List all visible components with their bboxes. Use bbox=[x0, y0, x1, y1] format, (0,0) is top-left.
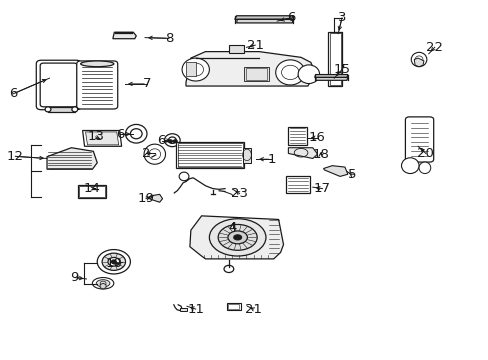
Text: 18: 18 bbox=[311, 148, 328, 161]
Bar bbox=[244, 67, 268, 81]
Bar bbox=[228, 305, 239, 309]
Polygon shape bbox=[189, 216, 283, 259]
Bar bbox=[177, 143, 243, 167]
Ellipse shape bbox=[227, 231, 247, 244]
Bar bbox=[328, 32, 341, 86]
Ellipse shape bbox=[168, 140, 172, 143]
Polygon shape bbox=[85, 132, 119, 145]
Ellipse shape bbox=[102, 253, 125, 270]
Ellipse shape bbox=[173, 140, 177, 143]
Ellipse shape bbox=[111, 260, 116, 264]
Polygon shape bbox=[315, 77, 347, 80]
Text: 14: 14 bbox=[84, 182, 101, 195]
Ellipse shape bbox=[298, 65, 319, 84]
Polygon shape bbox=[148, 194, 162, 202]
Text: 2: 2 bbox=[142, 147, 150, 160]
Ellipse shape bbox=[92, 278, 114, 289]
Text: 6: 6 bbox=[286, 12, 294, 24]
Text: 23: 23 bbox=[231, 187, 247, 200]
Polygon shape bbox=[100, 283, 106, 289]
Ellipse shape bbox=[182, 58, 209, 81]
Text: 12: 12 bbox=[7, 150, 24, 163]
Bar bbox=[286, 176, 309, 193]
Text: 17: 17 bbox=[313, 182, 330, 195]
Polygon shape bbox=[234, 16, 293, 19]
Bar bbox=[176, 142, 244, 168]
Bar bbox=[48, 107, 75, 112]
Polygon shape bbox=[185, 62, 195, 76]
Bar bbox=[180, 308, 186, 311]
Text: 20: 20 bbox=[417, 147, 433, 160]
Polygon shape bbox=[314, 75, 347, 77]
Text: 15: 15 bbox=[333, 63, 350, 76]
Text: 13: 13 bbox=[87, 130, 104, 144]
Bar bbox=[242, 148, 251, 163]
Text: 8: 8 bbox=[164, 32, 173, 45]
Text: 7: 7 bbox=[142, 77, 151, 90]
Bar bbox=[79, 186, 104, 197]
FancyBboxPatch shape bbox=[77, 61, 118, 109]
Text: 21: 21 bbox=[244, 303, 261, 316]
Polygon shape bbox=[288, 148, 317, 158]
Text: 19: 19 bbox=[137, 192, 154, 205]
Text: 11: 11 bbox=[187, 303, 204, 316]
Text: 10: 10 bbox=[105, 257, 122, 270]
Text: 16: 16 bbox=[308, 131, 325, 144]
Ellipse shape bbox=[209, 219, 265, 256]
Polygon shape bbox=[413, 58, 423, 67]
Ellipse shape bbox=[164, 134, 180, 147]
Ellipse shape bbox=[72, 107, 78, 112]
Ellipse shape bbox=[125, 125, 147, 143]
Bar bbox=[228, 45, 243, 53]
Text: 5: 5 bbox=[347, 168, 355, 181]
Polygon shape bbox=[47, 148, 97, 169]
Text: 22: 22 bbox=[426, 41, 442, 54]
Ellipse shape bbox=[45, 107, 51, 112]
Text: 6: 6 bbox=[116, 127, 124, 141]
Text: 1: 1 bbox=[266, 153, 275, 166]
Text: 6: 6 bbox=[9, 87, 17, 100]
Text: 4: 4 bbox=[228, 221, 237, 234]
Ellipse shape bbox=[410, 52, 426, 67]
Text: 6: 6 bbox=[157, 134, 165, 147]
Text: 9: 9 bbox=[70, 271, 79, 284]
Ellipse shape bbox=[81, 61, 114, 67]
Bar bbox=[226, 303, 240, 310]
Polygon shape bbox=[185, 51, 315, 86]
Ellipse shape bbox=[108, 257, 120, 266]
Bar bbox=[78, 185, 106, 198]
FancyBboxPatch shape bbox=[405, 117, 433, 162]
Bar bbox=[288, 127, 306, 145]
Ellipse shape bbox=[144, 144, 165, 164]
Text: 21: 21 bbox=[246, 39, 263, 52]
Ellipse shape bbox=[233, 235, 241, 240]
Polygon shape bbox=[323, 166, 347, 176]
Polygon shape bbox=[113, 32, 136, 39]
Bar bbox=[246, 68, 266, 80]
FancyBboxPatch shape bbox=[36, 60, 81, 110]
Ellipse shape bbox=[96, 280, 110, 287]
Ellipse shape bbox=[97, 249, 130, 274]
Ellipse shape bbox=[218, 225, 257, 250]
Ellipse shape bbox=[275, 60, 305, 85]
Ellipse shape bbox=[401, 158, 418, 174]
Polygon shape bbox=[236, 19, 293, 23]
Bar bbox=[329, 33, 340, 85]
Ellipse shape bbox=[418, 162, 430, 174]
Text: 3: 3 bbox=[337, 12, 346, 24]
